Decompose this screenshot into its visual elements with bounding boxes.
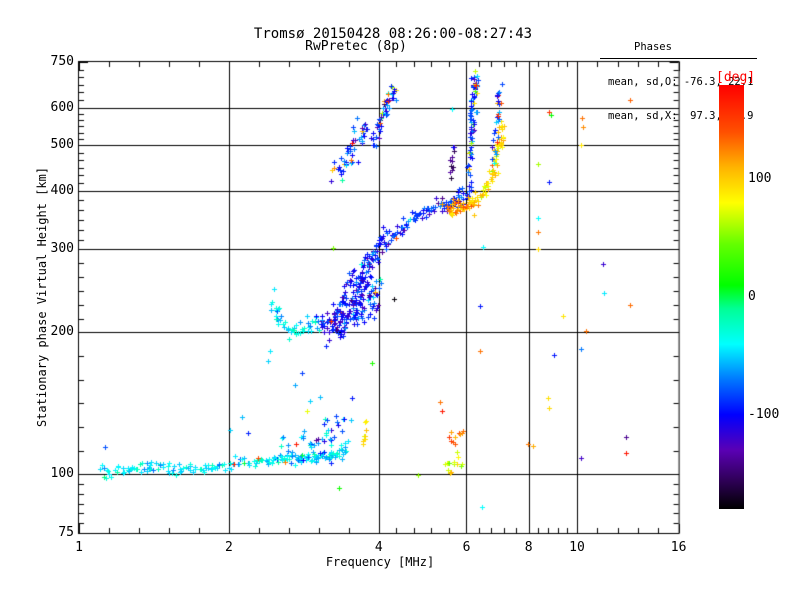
y-tick-label: 200 [50, 324, 74, 340]
x-tick-label: 6 [462, 540, 471, 555]
x-tick-label: 16 [670, 540, 687, 555]
x-tick-label: 4 [374, 540, 383, 555]
chart-subtitle: RwPretec (8p) [305, 39, 407, 54]
x-axis-label: Frequency [MHz] [325, 555, 435, 569]
y-tick-label: 750 [50, 54, 74, 69]
y-tick-label: 500 [50, 136, 74, 152]
y-tick-label: 100 [50, 466, 74, 482]
stats-underline [600, 58, 757, 59]
x-tick-label: 1 [75, 540, 83, 555]
x-tick-label: 8 [524, 540, 533, 555]
colorbar-tick-label: 0 [748, 289, 756, 304]
colorbar-unit-label: [deg] [716, 70, 756, 85]
phase-stats-o-line: mean, sd,O: -76.3, 22.1 [608, 75, 754, 88]
y-axis-label: Stationary phase Virtual Height [km] [35, 166, 49, 428]
colorbar-tick-label: -100 [748, 406, 780, 422]
y-tick-label: 75 [58, 525, 74, 540]
x-tick-label: 2 [224, 540, 233, 555]
chart-title: Tromsø 20150428 08:26:00-08:27:43 [253, 26, 533, 42]
colorbar [719, 85, 744, 509]
phase-stats-header: Phases [634, 41, 672, 53]
y-tick-label: 300 [50, 241, 74, 257]
x-tick-label: 10 [569, 540, 585, 555]
colorbar-tick-label: 100 [748, 171, 772, 187]
y-tick-label: 400 [50, 182, 74, 198]
y-tick-label: 600 [50, 99, 74, 115]
